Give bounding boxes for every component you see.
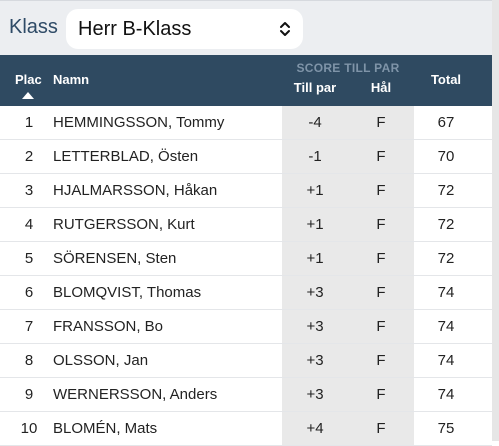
header-total[interactable]: Total [430,72,462,87]
table-header: Plac Namn SCORE TILL PAR Till par Hål To… [0,55,492,106]
to-par-cell: +3 [282,310,348,343]
place-cell: 2 [24,148,34,165]
table-row[interactable]: 7 FRANSSON, Bo +3 F 74 [0,310,492,344]
place-cell: 7 [24,318,34,335]
table-row[interactable]: 8 OLSSON, Jan +3 F 74 [0,344,492,378]
total-cell: 70 [437,148,455,165]
table-row[interactable]: 5 SÖRENSEN, Sten +1 F 72 [0,242,492,276]
header-place[interactable]: Plac [15,72,42,87]
table-row[interactable]: 1 HEMMINGSSON, Tommy -4 F 67 [0,106,492,140]
place-cell: 4 [24,216,34,233]
holes-cell: F [348,106,414,139]
place-cell: 3 [24,182,34,199]
to-par-cell: -1 [282,140,348,173]
header-name[interactable]: Namn [53,72,90,87]
player-name: BLOMQVIST, Thomas [53,284,202,301]
place-cell: 10 [20,420,38,437]
place-cell: 5 [24,250,34,267]
player-name: BLOMÉN, Mats [53,420,158,437]
holes-cell: F [348,310,414,343]
total-cell: 75 [437,420,455,437]
table-row[interactable]: 4 RUTGERSSON, Kurt +1 F 72 [0,208,492,242]
page-edge [492,0,499,441]
player-name: LETTERBLAD, Östen [53,148,199,165]
to-par-cell: +1 [282,174,348,207]
place-cell: 6 [24,284,34,301]
to-par-cell: +1 [282,208,348,241]
total-cell: 74 [437,386,455,403]
player-name: OLSSON, Jan [53,352,149,369]
place-cell: 8 [24,352,34,369]
holes-cell: F [348,140,414,173]
holes-cell: F [348,378,414,411]
table-row[interactable]: 9 WERNERSSON, Anders +3 F 74 [0,378,492,412]
header-holes[interactable]: Hål [370,80,392,95]
player-name: FRANSSON, Bo [53,318,164,335]
klass-select[interactable]: Herr B-Klass [66,9,303,49]
chevron-updown-icon [280,22,290,36]
place-cell: 1 [24,114,34,131]
holes-cell: F [348,412,414,445]
header-score-group: SCORE TILL PAR [296,61,400,75]
klass-label: Klass [9,16,58,38]
place-cell: 9 [24,386,34,403]
leaderboard-table: 1 HEMMINGSSON, Tommy -4 F 67 2 LETTERBLA… [0,106,492,446]
holes-cell: F [348,344,414,377]
total-cell: 72 [437,250,455,267]
to-par-cell: +3 [282,344,348,377]
sort-asc-icon [22,92,34,99]
klass-select-value: Herr B-Klass [78,18,192,40]
total-cell: 72 [437,216,455,233]
table-row[interactable]: 10 BLOMÉN, Mats +4 F 75 [0,412,492,446]
player-name: RUTGERSSON, Kurt [53,216,195,233]
total-cell: 74 [437,284,455,301]
to-par-cell: +1 [282,242,348,275]
player-name: HJALMARSSON, Håkan [53,182,218,199]
filter-bar: Klass Herr B-Klass [0,0,499,55]
total-cell: 74 [437,318,455,335]
table-row[interactable]: 6 BLOMQVIST, Thomas +3 F 74 [0,276,492,310]
holes-cell: F [348,276,414,309]
holes-cell: F [348,242,414,275]
total-cell: 74 [437,352,455,369]
player-name: HEMMINGSSON, Tommy [53,114,225,131]
table-row[interactable]: 2 LETTERBLAD, Östen -1 F 70 [0,140,492,174]
total-cell: 72 [437,182,455,199]
holes-cell: F [348,174,414,207]
player-name: WERNERSSON, Anders [53,386,218,403]
holes-cell: F [348,208,414,241]
total-cell: 67 [437,114,455,131]
to-par-cell: +3 [282,378,348,411]
table-row[interactable]: 3 HJALMARSSON, Håkan +1 F 72 [0,174,492,208]
to-par-cell: +3 [282,276,348,309]
player-name: SÖRENSEN, Sten [53,250,177,267]
header-to-par[interactable]: Till par [293,80,337,95]
to-par-cell: -4 [282,106,348,139]
to-par-cell: +4 [282,412,348,445]
